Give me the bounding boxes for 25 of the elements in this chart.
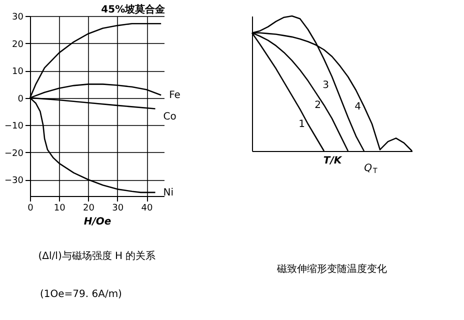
text: (Δl/l)与磁场强度 H 的关系 (38, 250, 156, 262)
y-tick-label: −30 (4, 176, 24, 186)
y-tick-label: −10 (4, 122, 24, 132)
text: 磁致伸缩形变随温度变化 (276, 263, 387, 275)
y-tick-label: 30 (12, 12, 24, 22)
series-label: 3 (322, 80, 329, 91)
x-tick-label: 20 (83, 204, 95, 214)
text: (1Oe=79. 6A/m) (40, 289, 122, 300)
x-tick-label: 0 (28, 204, 34, 214)
series-label: Fe (169, 90, 180, 102)
series-label: 45%坡莫合金 (101, 4, 166, 16)
y-tick-label: 20 (12, 40, 24, 50)
series-label: 2 (314, 100, 321, 112)
x-tick-label: 40 (141, 204, 154, 214)
x-axis-title: H/Oe (84, 216, 112, 228)
series-label: 4 (354, 101, 361, 112)
series-label: 1 (298, 119, 305, 130)
y-tick-label: −20 (4, 148, 24, 159)
series-label: Ni (163, 187, 174, 198)
x-axis-title: T/K (323, 156, 343, 166)
y-tick-label: 0 (18, 94, 24, 104)
y-tick-label: 10 (12, 67, 24, 78)
x-tick-label: 10 (54, 204, 66, 214)
series-label: Co (163, 112, 176, 123)
x-tick-label: 30 (112, 204, 124, 214)
